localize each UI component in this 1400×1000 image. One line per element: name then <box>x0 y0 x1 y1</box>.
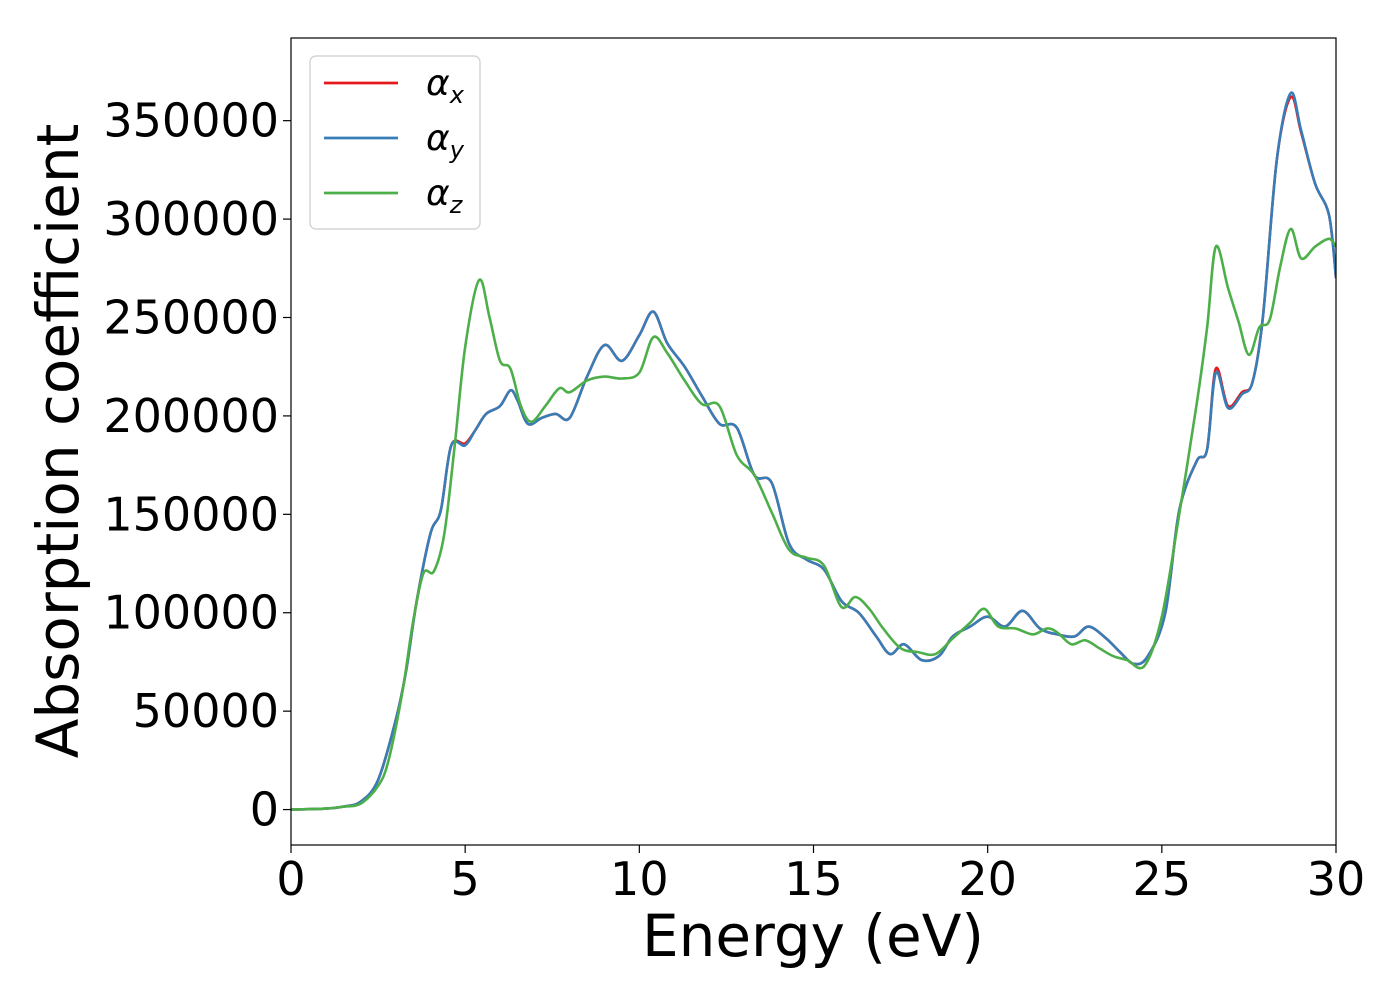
y-tick-label: 150000 <box>103 487 279 541</box>
legend-symbol: α <box>426 173 450 214</box>
x-tick-label: 0 <box>276 852 305 906</box>
series-line-z <box>291 227 1336 811</box>
y-tick-label: 100000 <box>103 586 279 640</box>
x-axis: 0 5 10 15 20 25 30 <box>276 845 1365 906</box>
legend-label-z: αz <box>426 173 464 219</box>
legend-label-y: αy <box>426 118 465 164</box>
x-axis-label: Energy (eV) <box>642 902 984 970</box>
y-tick-label: 200000 <box>103 389 279 443</box>
legend-subscript: z <box>449 191 464 219</box>
x-tick-label: 20 <box>958 852 1017 906</box>
x-tick-label: 15 <box>784 852 843 906</box>
legend-symbol: α <box>426 118 450 159</box>
series-layer <box>291 91 1336 811</box>
legend-box <box>309 55 481 230</box>
x-tick-label: 25 <box>1133 852 1192 906</box>
y-tick-label: 300000 <box>103 192 279 246</box>
legend-subscript: y <box>449 136 465 164</box>
y-tick-label: 0 <box>250 783 279 837</box>
x-tick-label: 30 <box>1307 852 1366 906</box>
legend-label-x: αx <box>426 63 465 109</box>
y-tick-label: 250000 <box>103 290 279 344</box>
x-tick-label: 10 <box>610 852 669 906</box>
x-tick-label: 5 <box>451 852 480 906</box>
y-tick-label: 350000 <box>103 94 279 148</box>
y-tick-label: 50000 <box>133 684 279 738</box>
legend-subscript: x <box>449 81 465 109</box>
legend-symbol: α <box>426 63 450 104</box>
y-axis-label: Absorption coefficient <box>24 124 92 759</box>
y-axis: 0 50000 100000 150000 200000 250000 300000 3500… <box>103 94 291 837</box>
